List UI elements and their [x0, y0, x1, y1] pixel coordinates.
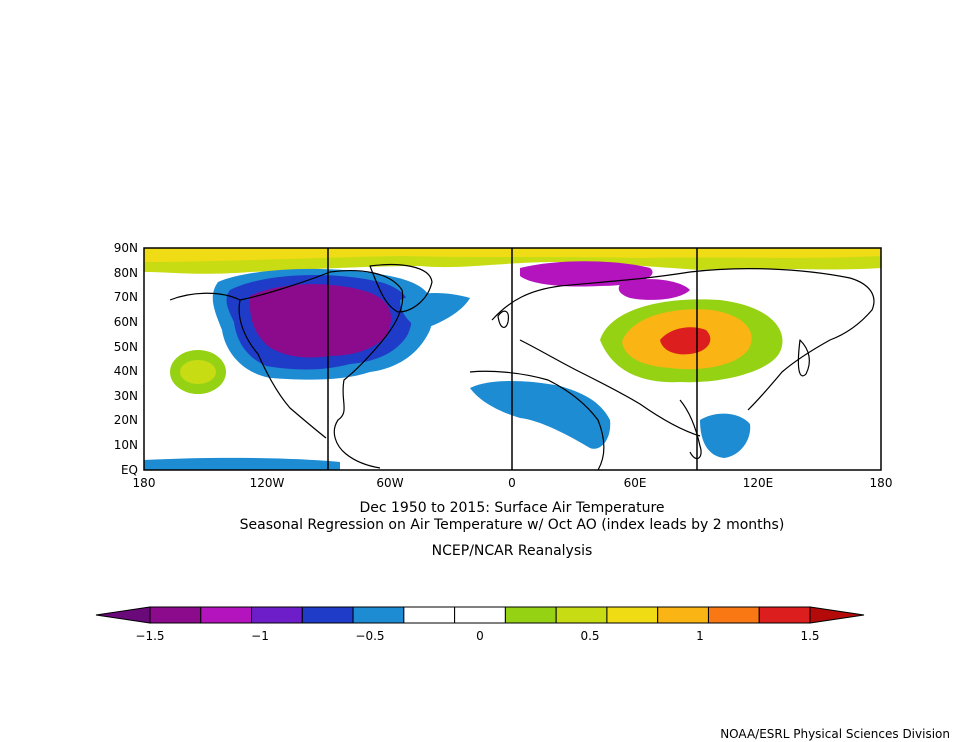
colorbar-label-1.5: 1.5	[800, 629, 819, 643]
title-line-2: Seasonal Regression on Air Temperature w…	[240, 517, 785, 533]
colorbar-label-neg1: −1	[251, 629, 269, 643]
colorbar: −1.5 −1 −0.5 0 0.5 1 1.5	[95, 606, 865, 643]
longitude-axis: 180 120W 60W 0 60E 120E 180	[133, 476, 893, 490]
coast-africa	[469, 370, 605, 470]
lon-label-180e: 180	[870, 476, 893, 490]
colorbar-label-0.5: 0.5	[580, 629, 599, 643]
lat-label-20n: 20N	[114, 413, 138, 427]
lat-label-50n: 50N	[114, 340, 138, 354]
colorbar-cell	[251, 606, 303, 624]
colorbar-cell	[758, 606, 811, 624]
lon-label-60w: 60W	[376, 476, 403, 490]
colorbar-left-arrow	[95, 606, 151, 624]
colorbar-right-arrow	[809, 606, 865, 624]
colorbar-cell	[504, 606, 557, 624]
colorbar-cell	[606, 606, 659, 624]
anomaly-kara-cold	[618, 279, 690, 300]
colorbar-cell	[200, 606, 253, 624]
coast-eurasia	[491, 268, 875, 437]
coast-india	[679, 399, 702, 460]
colorbar-cell	[301, 606, 354, 624]
lon-label-120w: 120W	[250, 476, 285, 490]
anomaly-north-africa-cold	[470, 381, 611, 449]
anomaly-north-america-coldest	[250, 284, 392, 358]
latitude-axis: 90N 80N 70N 60N 50N 40N 30N 20N 10N EQ	[114, 241, 138, 477]
colorbar-label-neg1.5: −1.5	[135, 629, 164, 643]
colorbar-cell	[149, 606, 202, 624]
anomaly-atlantic-cold-tongue	[400, 293, 470, 330]
colorbar-label-0: 0	[476, 629, 484, 643]
lat-label-40n: 40N	[114, 364, 138, 378]
anomaly-east-asia-cold	[700, 413, 751, 458]
lat-label-80n: 80N	[114, 266, 138, 280]
lat-label-eq: EQ	[121, 463, 138, 477]
anomaly-pacific-warmer	[180, 360, 216, 384]
lat-label-60n: 60N	[114, 315, 138, 329]
colorbar-cell	[403, 606, 456, 624]
credit-text: NOAA/ESRL Physical Sciences Division	[720, 727, 950, 741]
coast-uk	[497, 310, 509, 328]
lat-label-30n: 30N	[114, 389, 138, 403]
colorbar-label-neg0.5: −0.5	[355, 629, 384, 643]
map-frame	[143, 247, 882, 471]
lon-label-0: 0	[508, 476, 516, 490]
lat-label-70n: 70N	[114, 290, 138, 304]
anomaly-asia-warmest	[660, 327, 711, 355]
lon-label-60e: 60E	[624, 476, 647, 490]
colorbar-cell	[707, 606, 760, 624]
colorbar-label-1: 1	[696, 629, 704, 643]
colorbar-cell	[454, 606, 506, 624]
colorbar-cell	[352, 606, 405, 624]
anomaly-equatorial-cold	[144, 457, 340, 470]
colorbar-cell	[555, 606, 608, 624]
coast-japan	[797, 339, 810, 377]
lat-label-10n: 10N	[114, 438, 138, 452]
title-line-1: Dec 1950 to 2015: Surface Air Temperatur…	[359, 500, 664, 516]
coastlines	[169, 263, 875, 470]
coast-greenland	[369, 263, 433, 313]
title-line-3: NCEP/NCAR Reanalysis	[432, 543, 593, 559]
lat-label-90n: 90N	[114, 241, 138, 255]
lon-label-180w: 180	[133, 476, 156, 490]
coast-north-america	[169, 270, 404, 469]
colorbar-cell	[657, 606, 709, 624]
lon-label-120e: 120E	[743, 476, 774, 490]
